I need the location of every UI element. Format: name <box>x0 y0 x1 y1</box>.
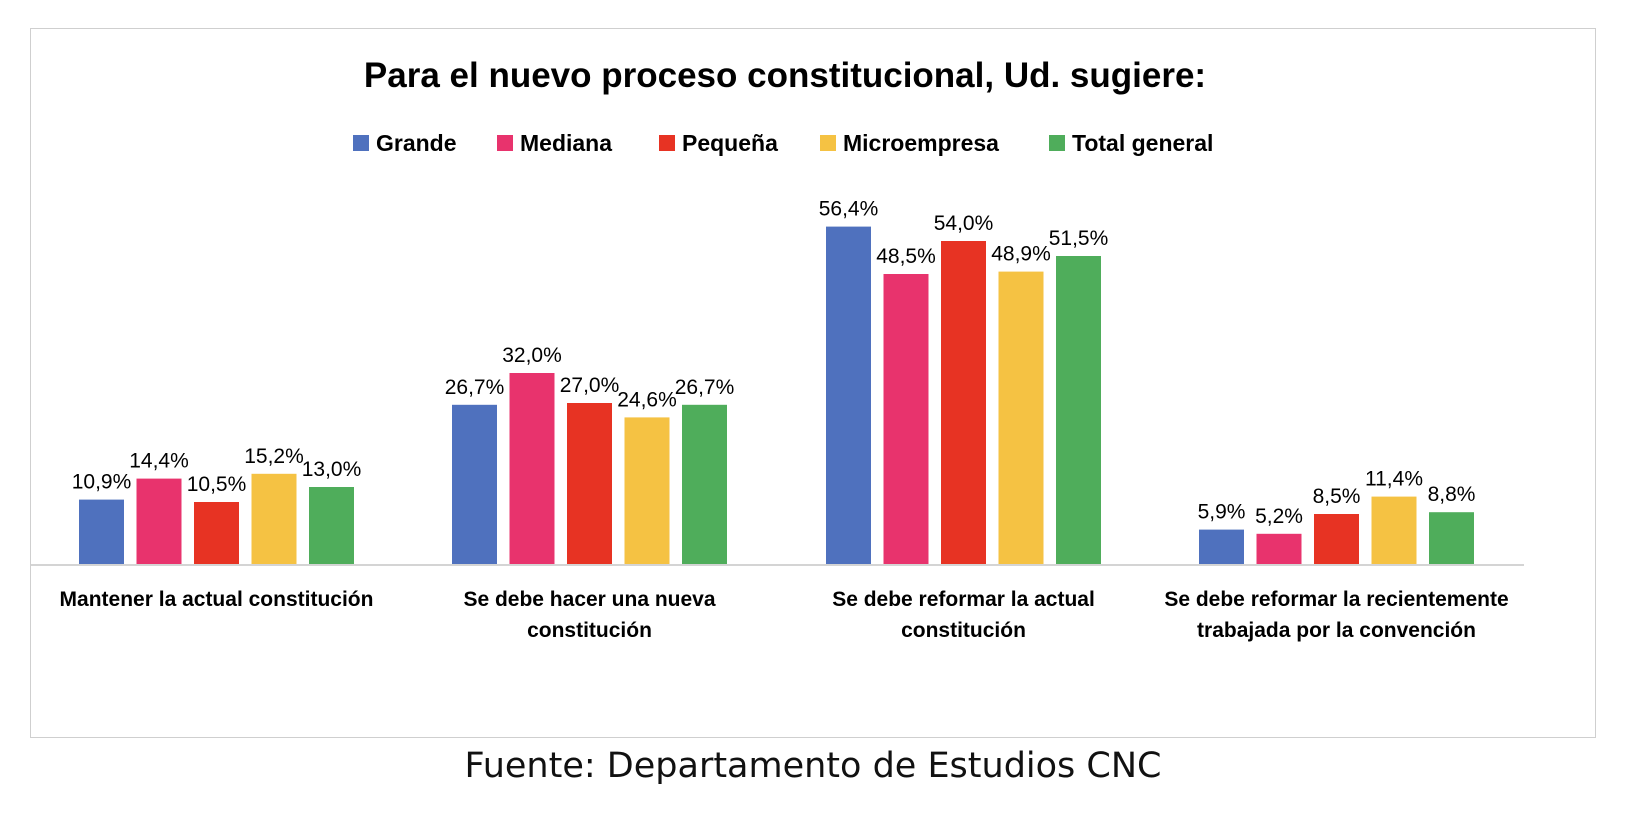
bar-value-label: 48,9% <box>991 243 1051 266</box>
category-label: Se debe reformar la actual constitución <box>832 588 1095 642</box>
source-note: Fuente: Departamento de Estudios CNC <box>464 746 1162 786</box>
legend-item: Microempresa <box>820 130 999 156</box>
legend-swatch <box>820 135 836 151</box>
bar-value-label: 8,8% <box>1428 483 1476 506</box>
bar <box>682 404 727 565</box>
bar <box>1429 512 1474 565</box>
bar-chart: Para el nuevo proceso constitucional, Ud… <box>31 56 1524 642</box>
bar <box>1256 533 1302 565</box>
legend-label: Total general <box>1072 130 1213 156</box>
legend-item: Total general <box>1049 130 1213 156</box>
bar <box>1314 514 1359 565</box>
bar-value-label: 11,4% <box>1365 468 1423 491</box>
bar-value-label: 26,7% <box>675 376 735 399</box>
bar <box>567 403 612 565</box>
category-label: Mantener la actual constitución <box>60 588 374 611</box>
legend-swatch <box>353 135 369 151</box>
bar <box>194 502 239 565</box>
bar <box>309 487 354 565</box>
bar-value-label: 27,0% <box>560 374 620 397</box>
bar-value-label: 14,4% <box>129 450 189 473</box>
bar <box>941 241 986 565</box>
bar-value-label: 8,5% <box>1313 485 1361 508</box>
bar-value-label: 32,0% <box>502 344 562 367</box>
bar <box>1371 496 1417 565</box>
bar <box>136 478 182 565</box>
chart-frame <box>30 28 1596 738</box>
legend-label: Pequeña <box>682 130 778 156</box>
legend-item: Mediana <box>497 130 612 156</box>
category-label: Se debe hacer una nueva constitución <box>463 588 715 642</box>
bar <box>1056 256 1101 565</box>
bar-value-label: 10,5% <box>187 473 247 496</box>
bar <box>79 499 124 565</box>
legend-item: Grande <box>353 130 457 156</box>
bar <box>1199 529 1244 565</box>
category-label: Se debe reformar la recientemente trabaja… <box>1164 588 1508 642</box>
chart-title: Para el nuevo proceso constitucional, Ud… <box>364 56 1206 95</box>
legend-label: Mediana <box>520 130 612 156</box>
legend-swatch <box>497 135 513 151</box>
bar-value-label: 5,2% <box>1255 505 1303 528</box>
bar <box>826 226 871 565</box>
bar-value-label: 51,5% <box>1049 227 1109 250</box>
legend-label: Grande <box>376 130 457 156</box>
legend-item: Pequeña <box>659 130 778 156</box>
bar-value-label: 24,6% <box>617 388 677 411</box>
bar <box>624 417 670 565</box>
bar-value-label: 48,5% <box>876 245 936 268</box>
legend-label: Microempresa <box>843 130 999 156</box>
bar-value-label: 5,9% <box>1198 501 1246 524</box>
bar <box>998 271 1044 565</box>
bar-value-label: 54,0% <box>934 212 994 235</box>
bar-value-label: 26,7% <box>445 376 505 399</box>
bar <box>883 274 929 565</box>
legend-swatch <box>659 135 675 151</box>
bar-value-label: 56,4% <box>819 198 879 221</box>
bar <box>251 473 297 565</box>
legend-swatch <box>1049 135 1065 151</box>
bar <box>509 373 555 565</box>
bar <box>452 404 497 565</box>
bar-value-label: 13,0% <box>302 458 362 481</box>
bar-value-label: 10,9% <box>72 471 132 494</box>
bar-value-label: 15,2% <box>244 445 304 468</box>
